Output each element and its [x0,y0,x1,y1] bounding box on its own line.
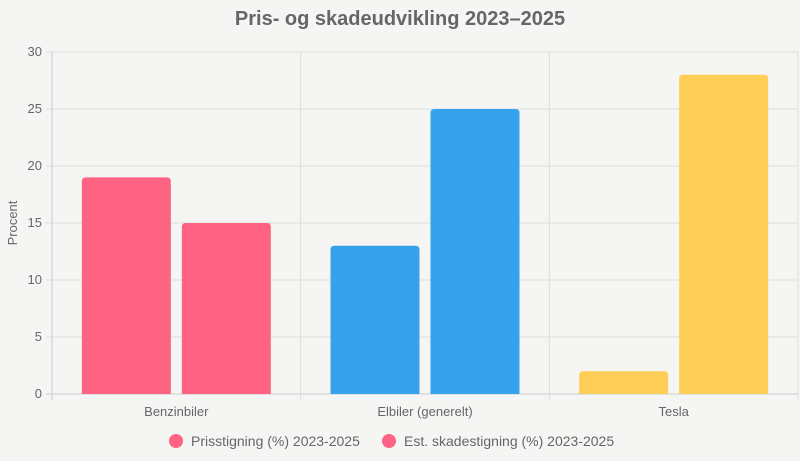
y-tick-label: 10 [28,272,42,287]
legend-label: Est. skadestigning (%) 2023-2025 [404,433,614,449]
bar[interactable] [181,223,271,394]
bar[interactable] [679,74,769,395]
bar[interactable] [81,177,171,394]
y-tick-label: 15 [28,215,42,230]
legend-item[interactable]: Prisstigning (%) 2023-2025 [169,433,360,449]
grid-lines [46,51,799,400]
x-tick-label: Elbiler (generelt) [377,404,472,419]
x-tick-label: Benzinbiler [144,404,209,419]
legend[interactable]: Prisstigning (%) 2023-2025 Est. skadestig… [169,433,614,449]
x-tick-label: Tesla [658,404,689,419]
legend-swatch [382,434,396,448]
y-axis-ticks: 0 5 10 15 20 25 30 [28,44,42,401]
y-axis-label: Procent [5,200,20,245]
y-tick-label: 20 [28,158,42,173]
y-tick-label: 25 [28,101,42,116]
legend-item[interactable]: Est. skadestigning (%) 2023-2025 [382,433,614,449]
x-axis-ticks: Benzinbiler Elbiler (generelt) Tesla [144,404,689,419]
chart-title: Pris- og skadeudvikling 2023–2025 [235,8,565,30]
bar[interactable] [579,371,669,394]
y-tick-label: 0 [35,386,42,401]
y-tick-label: 5 [35,329,42,344]
bar[interactable] [330,245,420,394]
bar[interactable] [430,109,520,394]
bars [81,74,769,395]
legend-swatch [169,434,183,448]
legend-label: Prisstigning (%) 2023-2025 [191,433,360,449]
y-tick-label: 30 [28,44,42,59]
